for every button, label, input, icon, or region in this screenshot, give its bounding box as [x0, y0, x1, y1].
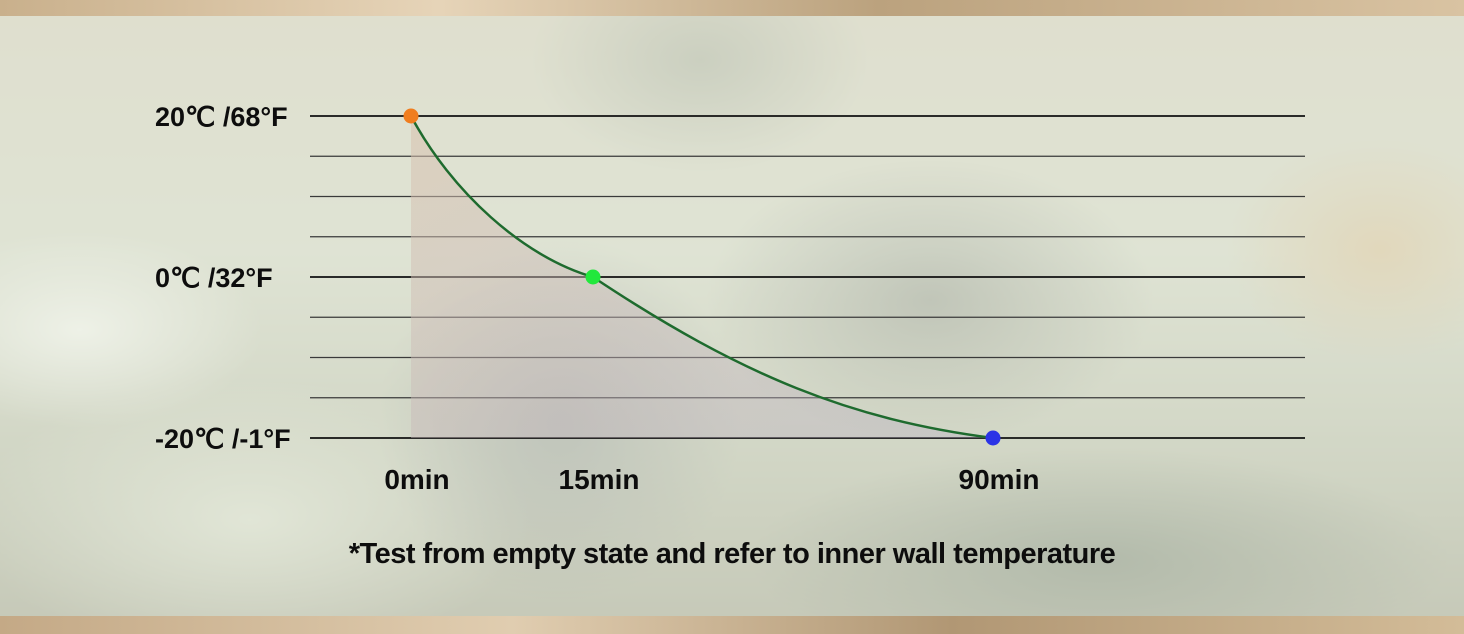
data-points	[403, 108, 1001, 446]
data-point	[585, 269, 601, 285]
y-tick-labels: 20℃ /68°F 0℃ /32°F -20℃ /-1°F	[155, 102, 291, 454]
x-tick-label: 15min	[559, 464, 640, 495]
x-tick-label: 90min	[959, 464, 1040, 495]
bottom-border	[0, 616, 1464, 634]
y-tick-label: 0℃ /32°F	[155, 263, 273, 293]
top-border	[0, 0, 1464, 16]
data-point	[403, 108, 419, 124]
x-tick-label: 0min	[384, 464, 449, 495]
x-tick-labels: 0min 15min 90min	[384, 464, 1039, 495]
area-fill	[411, 116, 993, 438]
cooling-curve	[409, 115, 994, 440]
footnote: *Test from empty state and refer to inne…	[348, 538, 1116, 570]
data-point	[985, 430, 1001, 446]
y-tick-label: -20℃ /-1°F	[155, 424, 291, 454]
y-tick-label: 20℃ /68°F	[155, 102, 288, 132]
